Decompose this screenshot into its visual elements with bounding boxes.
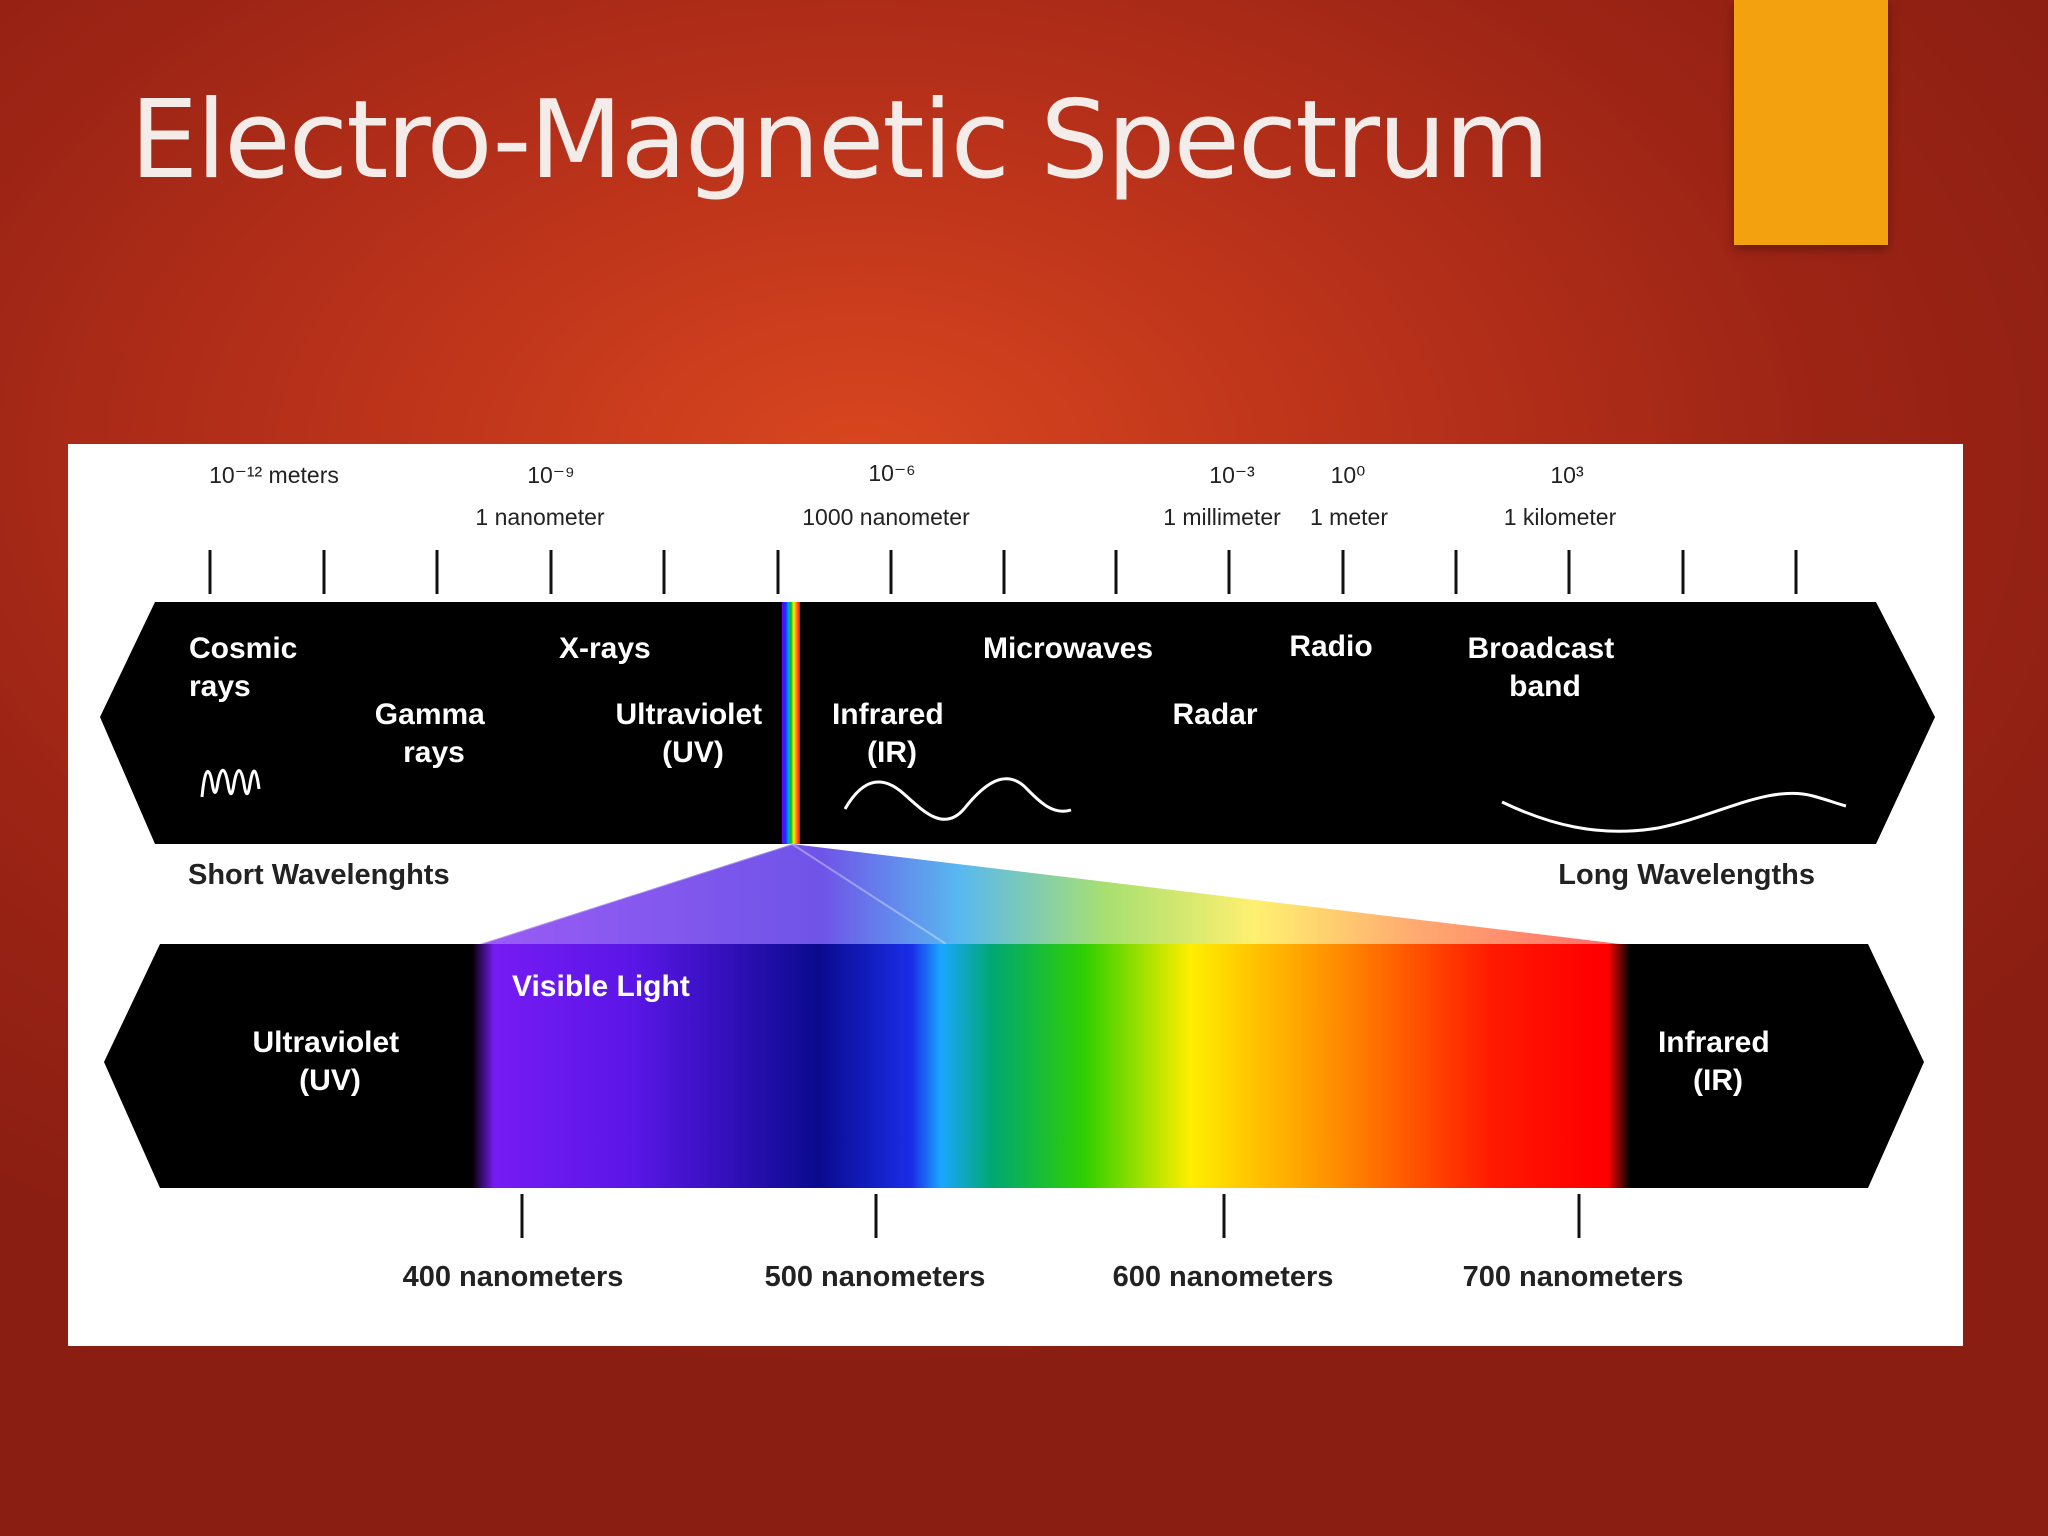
scale-bottom-label: 600 nanometers [1113,1261,1334,1293]
scale-top-desc: 1 kilometer [1504,504,1617,530]
scale-bottom-label: 500 nanometers [765,1261,986,1293]
label-infrared: Infrared (IR) [832,698,952,769]
scale-bottom-label: 700 nanometers [1463,1261,1684,1293]
label-ultraviolet: Ultraviolet (UV) [615,698,770,769]
scale-top-desc: 1 millimeter [1163,504,1281,530]
scale-top-value: 10⁰ [1331,462,1366,488]
short-wave-icon [200,768,261,798]
spectrum-band [100,602,1935,844]
spectrum-figure: 10⁻¹² meters 10⁻⁹ 1 nanometer 10⁻⁶ 1000 … [68,444,1963,1346]
visible-light-title: Visible Light [512,970,690,1003]
scale-top-value: 10⁻⁶ [868,460,915,486]
accent-block [1734,0,1888,245]
top-scale-ticks [208,550,1798,594]
label-x-rays: X-rays [559,632,651,665]
label-radio: Radio [1289,630,1372,663]
visible-strip [782,602,800,844]
scale-top-value: 10⁻⁹ [527,462,575,488]
visible-gradient [472,944,1630,1188]
medium-wave-icon [843,777,1072,821]
long-wave-icon [1501,791,1847,833]
label-cosmic-rays: Cosmic rays [189,632,306,703]
scale-top-value: 10⁻³ [1209,462,1255,488]
slide-title: Electro-Magnetic Spectrum [130,78,1550,203]
label-microwaves: Microwaves [983,632,1153,665]
scale-top-value: 10³ [1550,462,1584,488]
long-wavelengths-label: Long Wavelengths [1558,859,1815,891]
scale-top-desc: 1 nanometer [475,504,604,530]
visible-fan [480,844,1620,944]
scale-top-value: 10⁻¹² meters [209,462,339,488]
label-broadcast-band: Broadcast band [1467,632,1622,703]
spectrum-diagram: 10⁻¹² meters 10⁻⁹ 1 nanometer 10⁻⁶ 1000 … [100,460,1935,1293]
bottom-scale-ticks [520,1194,1581,1238]
short-wavelengths-label: Short Wavelenghts [188,859,450,891]
visible-ir-label: Infrared (IR) [1658,1026,1778,1097]
scale-bottom-label: 400 nanometers [403,1261,624,1293]
scale-top-desc: 1000 nanometer [802,504,970,530]
label-gamma-rays: Gamma rays [375,698,493,769]
label-radar: Radar [1172,698,1257,731]
scale-top-desc: 1 meter [1310,504,1388,530]
visible-uv-label: Ultraviolet (UV) [252,1026,407,1097]
